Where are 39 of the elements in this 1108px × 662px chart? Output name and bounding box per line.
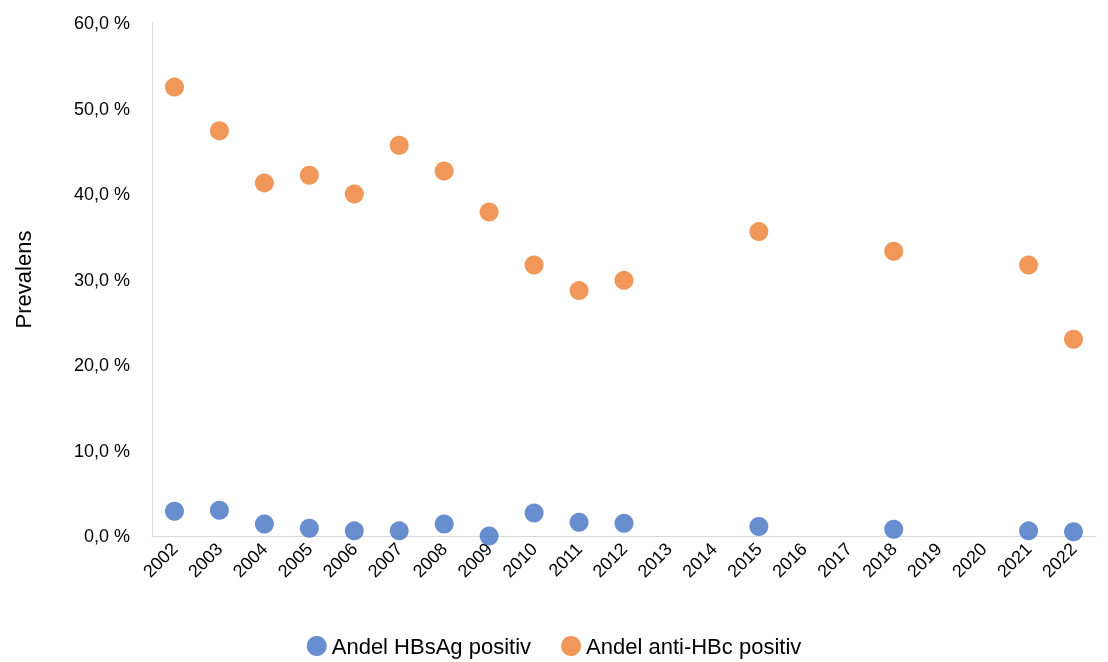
y-tick-label: 0,0 %	[83, 526, 130, 546]
point	[389, 135, 409, 155]
point	[884, 241, 904, 261]
y-tick-label: 60,0 %	[73, 13, 130, 33]
point	[434, 514, 454, 534]
point	[569, 512, 589, 532]
point	[1064, 329, 1084, 349]
point	[209, 121, 229, 141]
point	[165, 501, 184, 521]
point	[749, 222, 769, 242]
point	[569, 281, 589, 301]
legend-label: Andel HBsAg positiv	[331, 633, 532, 659]
point	[254, 173, 274, 193]
point	[614, 270, 634, 290]
y-tick-label: 50,0 %	[73, 98, 130, 119]
point	[254, 514, 274, 534]
point	[1064, 522, 1084, 542]
point	[165, 77, 184, 97]
point	[344, 521, 364, 541]
point	[884, 519, 904, 539]
y-tick-label: 40,0 %	[73, 184, 130, 204]
point	[434, 161, 454, 181]
point	[749, 517, 769, 537]
y-tick-label: 10,0 %	[73, 440, 130, 461]
point	[344, 184, 364, 204]
point	[524, 255, 544, 275]
point	[299, 165, 319, 185]
y-tick-label: 30,0 %	[73, 269, 130, 290]
point	[614, 513, 634, 533]
point	[209, 500, 229, 520]
y-axis-title: Prevalens	[10, 230, 36, 329]
legend-label: Andel anti-HBc positiv	[586, 633, 802, 659]
point	[479, 202, 499, 222]
point	[1019, 255, 1039, 275]
y-tick-label: 20,0 %	[73, 355, 130, 375]
point	[1019, 521, 1039, 541]
point	[524, 503, 544, 523]
point	[299, 518, 319, 538]
point	[389, 521, 409, 541]
